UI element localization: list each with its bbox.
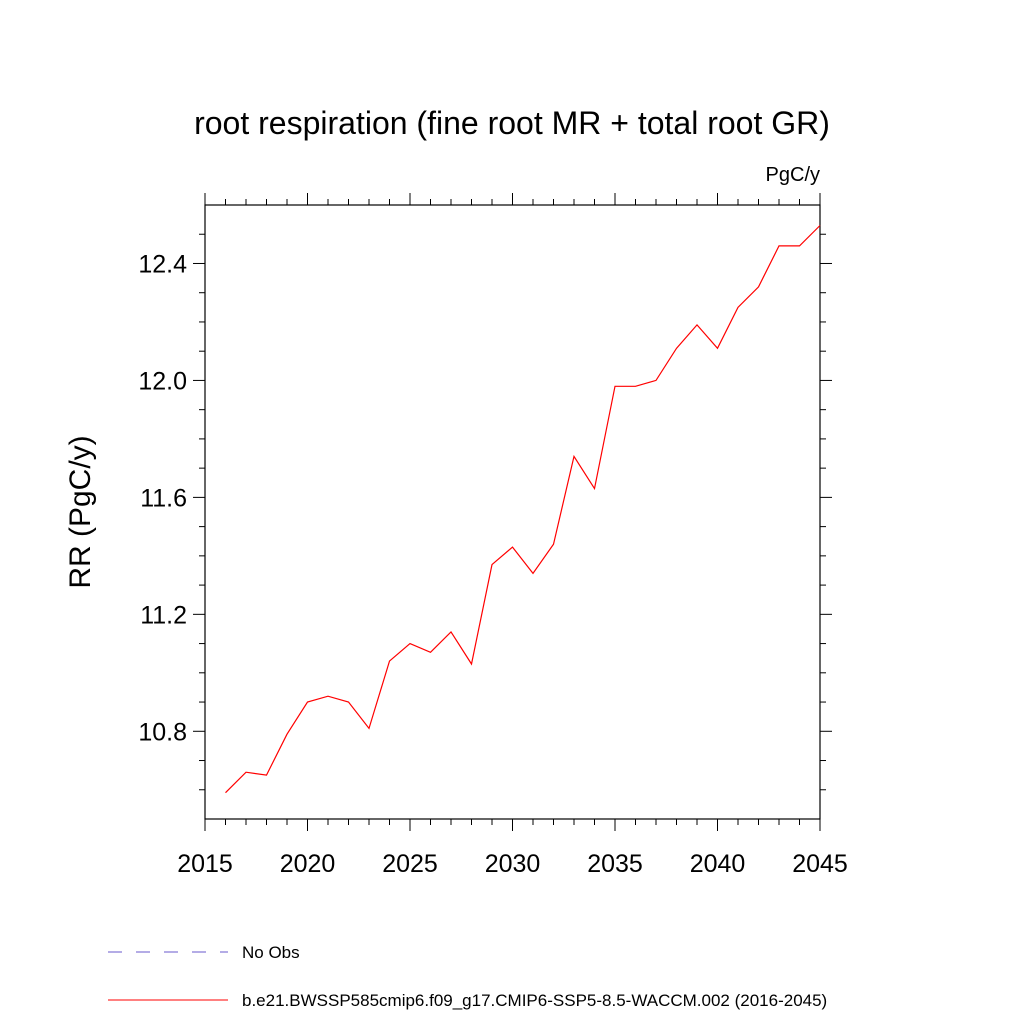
chart-title: root respiration (fine root MR + total r… [194,105,830,141]
y-tick-label: 11.2 [140,601,187,629]
plot-frame [204,204,821,820]
axis-ticks [193,193,832,831]
x-tick-label: 2045 [792,850,848,878]
legend-label: b.e21.BWSSP585cmip6.f09_g17.CMIP6-SSP5-8… [242,991,827,1010]
x-tick-label: 2020 [280,850,336,878]
x-tick-label: 2030 [485,850,541,878]
legend: No Obs b.e21.BWSSP585cmip6.f09_g17.CMIP6-… [108,943,827,1010]
series-line [225,225,821,794]
y-axis-title: RR (PgC/y) [64,435,97,588]
x-tick-label: 2040 [690,850,746,878]
series-group [225,225,821,794]
legend-label: No Obs [242,943,300,962]
x-tick-labels: 2015 2020 2025 2030 2035 2040 2045 [177,850,848,878]
y-tick-label: 11.6 [140,484,187,512]
x-tick-label: 2025 [382,850,438,878]
y-tick-label: 12.4 [138,250,187,278]
units-label: PgC/y [766,164,820,186]
y-tick-labels: 10.8 11.2 11.6 12.0 12.4 [138,250,187,746]
x-tick-label: 2035 [587,850,643,878]
y-tick-label: 10.8 [138,718,187,746]
x-tick-label: 2015 [177,850,233,878]
y-tick-label: 12.0 [138,367,187,395]
